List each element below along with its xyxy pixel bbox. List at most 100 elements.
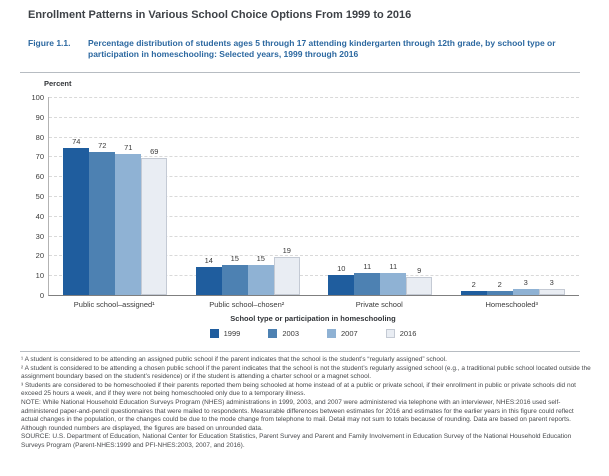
bar-column: 9 [406,266,433,295]
bar-2007 [115,154,142,295]
bar-column: 15 [247,254,274,295]
legend-item-2016: 2016 [385,329,417,338]
legend-label: 2007 [341,329,358,338]
y-tick-label: 60 [35,172,44,182]
bar-column: 10 [328,264,355,295]
bar-2016 [273,257,300,295]
bar-2003 [486,291,513,295]
y-tick-label: 50 [35,192,44,201]
bar-2016 [406,277,433,295]
gridline [49,176,579,178]
legend-swatch-2016 [385,329,395,338]
figure-caption-text: Percentage distribution of students ages… [88,38,556,59]
bar-column: 15 [221,254,248,295]
bar-1999 [460,291,487,295]
gridline [49,255,579,257]
footnote-1: ¹ A student is considered to be attendin… [21,356,447,363]
bar-value-label: 3 [523,278,528,288]
bar-column: 19 [273,246,300,295]
legend-swatch-2003 [268,329,278,338]
gridline [49,235,579,237]
bar-value-label: 74 [72,137,81,147]
gridline [49,275,579,277]
bar-group: 2 2 3 3 [460,278,565,295]
bar-2003 [354,273,381,295]
y-tick-label: 80 [35,132,44,142]
figure-caption: Figure 1.1. Percentage distribution of s… [28,38,580,60]
y-tick-label: 90 [35,112,44,122]
bar-value-label: 11 [389,262,398,272]
bar-1999 [63,148,90,295]
bar-value-label: 71 [124,143,133,153]
bar-1999 [328,275,355,295]
footnote-3: ³ Students are considered to be homescho… [21,381,576,398]
x-category-label: Public school–chosen² [209,300,285,309]
footnotes: ¹ A student is considered to be attendin… [21,356,591,451]
legend-swatch-2007 [327,329,336,338]
bar-value-label: 72 [98,141,107,151]
note: NOTE: While National Household Education… [21,398,574,432]
bar-2003 [89,152,116,295]
bar-value-label: 15 [256,254,265,264]
gridline [49,196,579,197]
legend-swatch-1999 [209,329,219,338]
bar-2016 [538,289,565,295]
bar-2007 [247,265,274,295]
bar-value-label: 10 [337,264,346,274]
bar-value-label: 11 [363,262,372,272]
gridline [49,136,579,138]
bar-1999 [195,267,222,295]
legend: 1999 2003 2007 2016 [48,329,578,338]
x-category-label: Homeschooled³ [485,300,539,309]
bar-group: 14 15 15 19 [195,246,300,295]
bar-column: 3 [512,278,539,295]
legend-label: 2003 [282,329,299,338]
legend-item-1999: 1999 [209,329,241,338]
x-axis-labels: Public school–assigned¹ Public school–cho… [48,300,578,309]
legend-title: School type or participation in homescho… [230,314,396,323]
page-title: Enrollment Patterns in Various School Ch… [28,9,412,21]
footnote-2: ² A student is considered to be attendin… [21,364,591,381]
bar-2016 [141,158,168,295]
legend-label: 1999 [223,329,241,338]
y-axis-title: Percent [44,79,72,88]
gridline [49,156,579,158]
bar-column: 72 [89,141,116,295]
source: SOURCE: U.S. Department of Education, Na… [21,433,572,449]
bar-group: 10 11 11 9 [328,262,433,295]
bar-2003 [221,265,248,295]
bar-column: 11 [354,262,381,295]
divider-top [20,72,580,73]
y-tick-label: 30 [35,231,44,241]
gridline [49,215,579,217]
gridline [49,116,579,118]
y-tick-label: 70 [35,152,44,162]
bar-value-label: 19 [282,246,291,256]
bar-2007 [512,289,539,295]
bar-2007 [380,273,407,295]
bar-column: 11 [380,262,407,295]
figure-label: Figure 1.1. [28,38,71,48]
bar-column: 69 [141,147,168,295]
bar-value-label: 3 [549,278,554,288]
y-tick-label: 100 [31,93,44,102]
bar-value-label: 69 [150,147,159,157]
bar-column: 74 [63,137,90,295]
y-tick-label: 20 [35,251,44,261]
legend-item-2007: 2007 [327,329,358,338]
bar-groups: 74 72 71 69 14 15 15 19 10 11 11 9 2 2 3 3 [49,97,579,295]
bar-column: 3 [538,278,565,295]
y-axis-labels: 0 10 20 30 40 50 60 70 80 90 100 [14,93,44,300]
gridline [49,97,579,98]
bar-column: 2 [460,280,487,295]
y-tick-label: 40 [35,211,44,221]
bar-value-label: 2 [471,280,476,290]
bar-column: 14 [195,256,222,295]
bar-group: 74 72 71 69 [63,137,168,295]
legend-item-2003: 2003 [268,329,299,338]
x-category-label: Public school–assigned¹ [73,300,155,309]
y-tick-label: 10 [35,271,44,281]
bar-value-label: 15 [230,254,239,264]
legend-label: 2016 [399,329,417,338]
divider-bottom [20,351,580,352]
